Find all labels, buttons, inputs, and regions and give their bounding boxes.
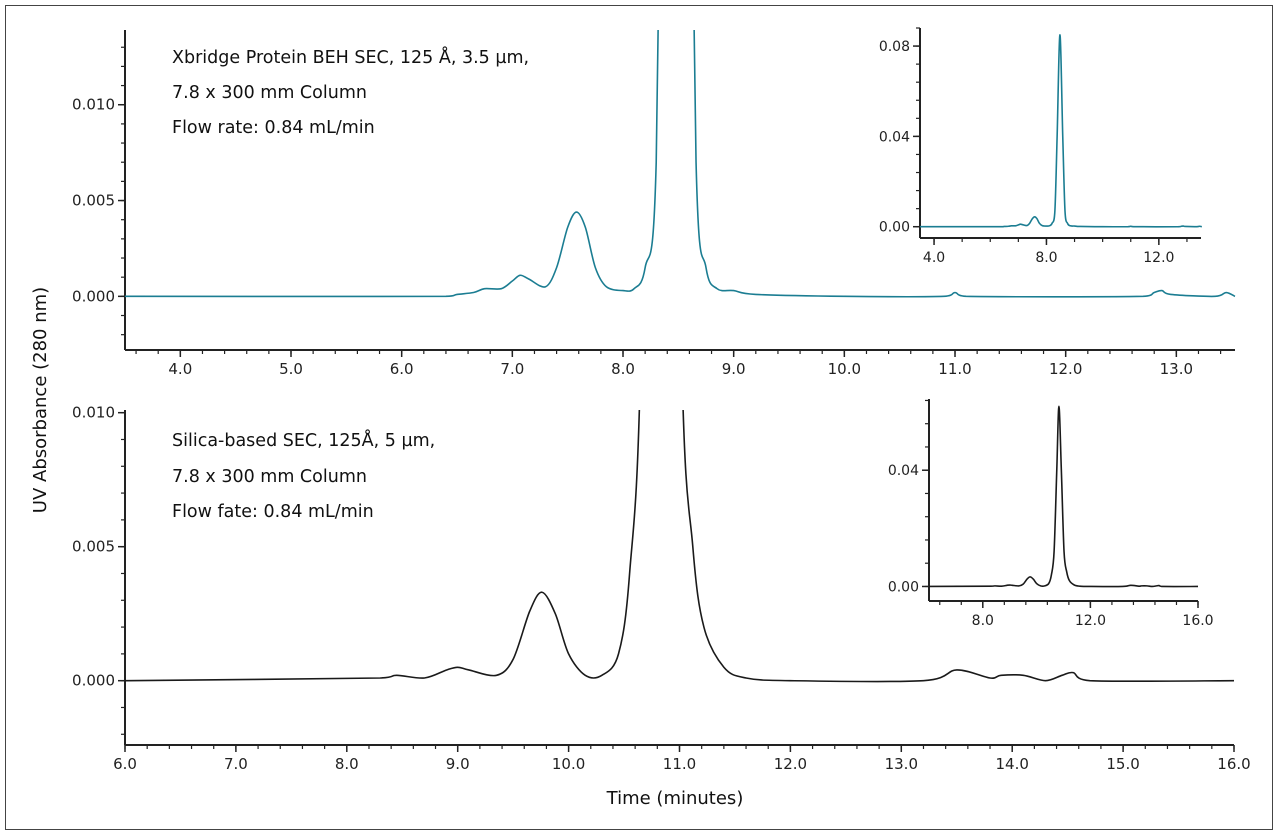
x-tick-label: 8.0 bbox=[335, 755, 359, 773]
annotation-line: Xbridge Protein BEH SEC, 125 Å, 3.5 µm, bbox=[172, 46, 529, 68]
x-tick-label: 4.0 bbox=[168, 360, 192, 378]
y-tick-label: 0.00 bbox=[879, 220, 910, 236]
x-tick-label: 4.0 bbox=[923, 250, 945, 266]
x-axis-title: Time (minutes) bbox=[606, 788, 744, 809]
top-inset-trace bbox=[920, 33, 1203, 228]
y-tick-label: 0.005 bbox=[72, 192, 115, 210]
x-tick-label: 10.0 bbox=[828, 360, 861, 378]
y-tick-label: 0.04 bbox=[879, 129, 910, 145]
bottom-column-annotation: Silica-based SEC, 125Å, 5 µm, 7.8 x 300 … bbox=[172, 429, 435, 522]
y-tick-label: 0.000 bbox=[72, 287, 115, 305]
annotation-line: Flow fate: 0.84 mL/min bbox=[172, 502, 374, 522]
x-tick-label: 12.0 bbox=[1143, 250, 1174, 266]
top-main-plot: 4.0 5.0 6.0 7.0 8.0 9.0 10.0 11.0 12.0 13.0 0.000 0… bbox=[72, 30, 1236, 378]
x-tick-label: 13.0 bbox=[1160, 360, 1193, 378]
x-tick-label: 12.0 bbox=[774, 755, 807, 773]
x-tick-label: 13.0 bbox=[885, 755, 918, 773]
y-axis-title: UV Absorbance (280 nm) bbox=[30, 287, 51, 513]
annotation-line: 7.8 x 300 mm Column bbox=[172, 467, 367, 487]
x-tick-label: 8.0 bbox=[1035, 250, 1057, 266]
x-tick-label: 14.0 bbox=[995, 755, 1028, 773]
x-tick-label: 8.0 bbox=[611, 360, 635, 378]
x-tick-label: 16.0 bbox=[1217, 755, 1250, 773]
y-tick-label: 0.04 bbox=[888, 463, 919, 479]
top-inset-plot: 4.0 8.0 12.0 0.00 0.04 0.08 bbox=[879, 27, 1203, 266]
x-tick-label: 6.0 bbox=[113, 755, 137, 773]
y-tick-label: 0.005 bbox=[72, 538, 115, 556]
annotation-line: Flow rate: 0.84 mL/min bbox=[172, 118, 375, 138]
annotation-line: 7.8 x 300 mm Column bbox=[172, 83, 367, 103]
y-tick-label: 0.010 bbox=[72, 96, 115, 114]
x-tick-label: 10.0 bbox=[552, 755, 585, 773]
bottom-main-trace bbox=[125, 410, 1235, 683]
figure-frame bbox=[5, 5, 1273, 830]
x-tick-label: 9.0 bbox=[722, 360, 746, 378]
bottom-main-plot: 6.0 7.0 8.0 9.0 10.0 11.0 12.0 13.0 14.0 15.0 16.0… bbox=[72, 404, 1251, 773]
x-tick-label: 7.0 bbox=[500, 360, 524, 378]
x-tick-label: 11.0 bbox=[938, 360, 971, 378]
annotation-line: Silica-based SEC, 125Å, 5 µm, bbox=[172, 429, 435, 451]
x-tick-label: 16.0 bbox=[1182, 613, 1213, 629]
x-tick-label: 5.0 bbox=[279, 360, 303, 378]
x-tick-label: 15.0 bbox=[1106, 755, 1139, 773]
top-column-annotation: Xbridge Protein BEH SEC, 125 Å, 3.5 µm, … bbox=[172, 46, 529, 138]
y-tick-label: 0.010 bbox=[72, 404, 115, 422]
x-tick-label: 12.0 bbox=[1049, 360, 1082, 378]
x-tick-label: 9.0 bbox=[446, 755, 470, 773]
bottom-inset-plot: 8.0 12.0 16.0 0.00 0.04 bbox=[888, 399, 1214, 629]
x-tick-label: 6.0 bbox=[390, 360, 414, 378]
x-tick-label: 11.0 bbox=[663, 755, 696, 773]
x-tick-label: 12.0 bbox=[1075, 613, 1106, 629]
top-main-trace bbox=[125, 30, 1236, 298]
y-tick-label: 0.08 bbox=[879, 39, 910, 55]
x-tick-label: 8.0 bbox=[972, 613, 994, 629]
x-tick-label: 7.0 bbox=[224, 755, 248, 773]
y-tick-label: 0.00 bbox=[888, 579, 919, 595]
bottom-inset-trace bbox=[929, 405, 1199, 588]
y-tick-label: 0.000 bbox=[72, 672, 115, 690]
